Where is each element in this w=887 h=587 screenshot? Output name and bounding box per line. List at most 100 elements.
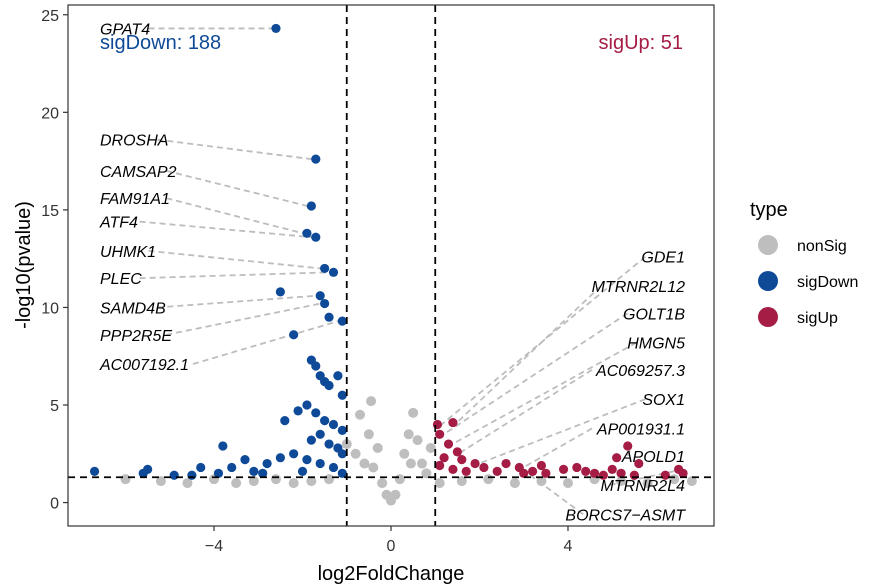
point-sigdown-18 bbox=[333, 371, 343, 381]
y-tick-label-0: 0 bbox=[50, 496, 59, 513]
point-sigdown-50 bbox=[328, 462, 339, 473]
point-nonsig-41 bbox=[686, 476, 697, 487]
point-sigup-7 bbox=[470, 458, 480, 469]
gene-leader-line-11 bbox=[456, 285, 602, 424]
point-sigdown-37 bbox=[227, 462, 237, 473]
point-nonsig-10 bbox=[341, 439, 352, 450]
y-tick-label-5: 25 bbox=[41, 8, 59, 25]
point-sigup-23 bbox=[612, 453, 622, 463]
gene-label-9: AC007192.1 bbox=[99, 357, 189, 374]
gene-label-12: GOLT1B bbox=[623, 306, 685, 323]
point-nonsig-38 bbox=[616, 476, 627, 487]
gene-label-15: SOX1 bbox=[642, 392, 685, 409]
gene-label-2: CAMSAP2 bbox=[100, 164, 177, 181]
point-nonsig-9 bbox=[324, 474, 335, 485]
point-sigdown-10 bbox=[337, 316, 347, 326]
point-sigdown-47 bbox=[297, 466, 308, 476]
point-sigdown-3 bbox=[302, 228, 312, 238]
point-sigdown-38 bbox=[249, 466, 259, 476]
legend-label-sigup: sigUp bbox=[797, 310, 838, 327]
legend-label-sigdown: sigDown bbox=[797, 274, 858, 291]
point-sigup-11 bbox=[448, 464, 458, 475]
count-label-sigdown: sigDown: 188 bbox=[100, 32, 221, 54]
point-sigup-17 bbox=[558, 464, 569, 475]
point-sigdown-43 bbox=[138, 468, 148, 478]
point-nonsig-26 bbox=[405, 458, 416, 469]
point-sigdown-31 bbox=[337, 449, 347, 459]
point-sigup-32 bbox=[501, 458, 511, 469]
gene-leader-line-6 bbox=[139, 271, 330, 280]
point-nonsig-5 bbox=[248, 476, 259, 487]
point-nonsig-31 bbox=[434, 478, 445, 489]
point-sigdown-6 bbox=[328, 267, 339, 277]
point-nonsig-7 bbox=[288, 478, 299, 489]
point-sigdown-5 bbox=[320, 263, 330, 274]
point-sigup-8 bbox=[479, 462, 489, 473]
point-nonsig-1 bbox=[155, 476, 166, 487]
gene-leader-line-9 bbox=[192, 320, 339, 365]
y-tick-label-4: 20 bbox=[41, 105, 59, 122]
point-sigdown-9 bbox=[320, 298, 330, 309]
gene-label-11: MTRNR2L12 bbox=[592, 279, 685, 296]
gene-leader-line-16 bbox=[522, 427, 593, 469]
point-sigup-30 bbox=[678, 468, 688, 478]
point-sigup-10 bbox=[492, 466, 502, 476]
point-sigup-24 bbox=[616, 468, 626, 478]
point-sigdown-2 bbox=[306, 201, 316, 211]
point-sigdown-29 bbox=[324, 439, 334, 449]
gene-leader-line-19 bbox=[527, 472, 584, 516]
point-sigdown-34 bbox=[262, 458, 272, 469]
point-sigup-2 bbox=[435, 429, 445, 439]
label-lines bbox=[139, 27, 683, 516]
gene-label-18: MTRNR2L4 bbox=[601, 478, 686, 495]
point-sigup-0 bbox=[432, 419, 443, 430]
point-sigup-19 bbox=[581, 466, 591, 476]
point-sigdown-39 bbox=[196, 462, 206, 473]
point-sigdown-26 bbox=[337, 425, 347, 435]
point-sigup-18 bbox=[572, 462, 582, 473]
points-sigup bbox=[432, 417, 688, 480]
gene-leader-line-3 bbox=[166, 197, 304, 235]
point-nonsig-25 bbox=[408, 407, 419, 418]
gene-label-7: SAMD4B bbox=[100, 300, 166, 317]
point-sigdown-17 bbox=[324, 380, 334, 391]
gene-label-8: PPP2R5E bbox=[100, 328, 172, 345]
y-tick-label-3: 15 bbox=[41, 203, 59, 220]
point-sigdown-24 bbox=[320, 416, 330, 426]
point-sigdown-20 bbox=[293, 406, 303, 416]
point-sigdown-48 bbox=[302, 455, 312, 465]
point-sigup-31 bbox=[536, 460, 547, 471]
gene-leader-line-12 bbox=[443, 312, 629, 436]
point-sigdown-41 bbox=[169, 470, 179, 480]
point-sigup-22 bbox=[607, 464, 617, 475]
points-nonsig bbox=[120, 396, 697, 506]
count-label-sigup: sigUp: 51 bbox=[599, 32, 684, 54]
point-nonsig-36 bbox=[562, 478, 573, 489]
point-sigup-6 bbox=[457, 455, 467, 465]
point-sigup-25 bbox=[623, 441, 633, 451]
point-nonsig-0 bbox=[120, 474, 131, 485]
point-sigdown-35 bbox=[275, 453, 285, 463]
point-sigdown-23 bbox=[311, 408, 321, 418]
points-sigdown bbox=[89, 23, 347, 480]
gene-leader-line-8 bbox=[166, 302, 321, 336]
gene-label-17: APOLD1 bbox=[621, 449, 685, 466]
point-sigup-9 bbox=[461, 466, 471, 476]
gene-label-1: DROSHA bbox=[100, 133, 168, 150]
x-tick-label-1: 0 bbox=[387, 538, 396, 555]
point-sigdown-21 bbox=[280, 416, 290, 426]
point-nonsig-34 bbox=[509, 478, 520, 489]
point-nonsig-14 bbox=[363, 429, 374, 440]
point-sigup-14 bbox=[527, 466, 538, 476]
point-sigup-28 bbox=[660, 470, 670, 480]
point-nonsig-28 bbox=[416, 458, 427, 469]
point-sigup-15 bbox=[541, 468, 551, 478]
x-axis: −4 0 4 bbox=[205, 526, 573, 555]
plot-panel-border bbox=[67, 4, 715, 527]
gene-leader-line-2 bbox=[166, 169, 308, 207]
gene-label-4: ATF4 bbox=[99, 215, 138, 232]
point-sigup-16 bbox=[519, 468, 529, 478]
point-sigdown-0 bbox=[271, 23, 281, 34]
count-labels: sigDown: 188 sigUp: 51 bbox=[100, 32, 683, 54]
gene-label-14: AC069257.3 bbox=[595, 363, 685, 380]
